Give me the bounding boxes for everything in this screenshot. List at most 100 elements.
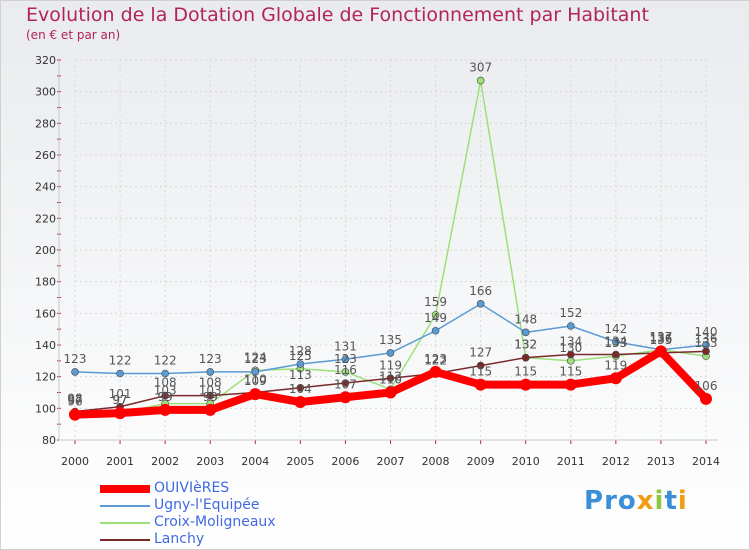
data-label: 307 [469, 61, 492, 75]
data-label: 148 [514, 312, 537, 326]
data-label: 166 [469, 284, 492, 298]
data-label: 108 [154, 376, 177, 390]
data-point [114, 407, 127, 420]
data-label: 103 [199, 384, 222, 398]
data-label: 133 [604, 336, 627, 350]
data-label: 99 [203, 390, 218, 404]
data-label: 122 [109, 354, 132, 368]
data-label: 132 [514, 338, 537, 352]
data-label: 134 [604, 335, 627, 349]
data-label: 140 [695, 325, 718, 339]
data-label: 131 [334, 339, 357, 353]
y-tick-label: 160 [35, 307, 56, 320]
logo-letter: r [604, 486, 618, 516]
legend-label-croix-moligneaux: Croix-Moligneaux [154, 514, 276, 530]
data-label: 135 [649, 333, 672, 347]
data-label: 142 [604, 322, 627, 336]
data-point [519, 378, 532, 391]
data-point [654, 345, 667, 358]
data-point [251, 368, 260, 376]
logo-letter: o [617, 486, 637, 516]
data-point [564, 378, 577, 391]
x-tick-label: 2013 [647, 455, 675, 468]
x-tick-label: 2014 [692, 455, 720, 468]
data-label: 125 [289, 349, 312, 363]
data-point [702, 347, 710, 356]
data-label: 109 [244, 374, 267, 388]
chart-subtitle: (en € et par an) [26, 28, 121, 42]
data-label: 110 [379, 373, 402, 387]
data-point [476, 361, 485, 370]
data-label: 123 [334, 352, 357, 366]
data-label: 119 [379, 358, 402, 372]
data-point [476, 76, 485, 85]
data-label: 159 [424, 295, 447, 309]
logo-letter: t [664, 486, 678, 516]
data-label: 96 [67, 395, 82, 409]
y-tick-label: 300 [35, 86, 56, 99]
data-label: 97 [112, 393, 127, 407]
data-point [206, 368, 215, 376]
data-label: 98 [67, 392, 82, 406]
data-label: 123 [199, 352, 222, 366]
line-chart: 80 100 120 140 160 180 200 220 240 260 280 300 320 20… [35, 54, 720, 468]
y-tick-label: 320 [35, 54, 56, 67]
data-label: 124 [244, 350, 267, 364]
x-tick-label: 2002 [151, 455, 179, 468]
data-label: 115 [559, 365, 582, 379]
x-tick-label: 2011 [557, 455, 585, 468]
data-point [249, 388, 262, 401]
data-label: 115 [514, 365, 537, 379]
y-tick-label: 120 [35, 371, 56, 384]
data-label: 137 [649, 330, 672, 344]
data-label: 123 [424, 352, 447, 366]
data-label: 127 [469, 346, 492, 360]
data-point [386, 349, 395, 357]
data-point [159, 403, 172, 416]
data-label: 130 [559, 341, 582, 355]
chart-title: Evolution de la Dotation Globale de Fonc… [26, 4, 649, 26]
data-label: 97 [67, 393, 82, 407]
data-label: 136 [649, 331, 672, 345]
x-tick-label: 2000 [61, 455, 89, 468]
data-label: 128 [289, 344, 312, 358]
data-point [612, 338, 620, 346]
data-label: 123 [244, 352, 267, 366]
data-label: 97 [112, 393, 127, 407]
data-point [116, 369, 124, 378]
data-point [700, 392, 712, 405]
y-tick-label: 220 [35, 212, 56, 225]
data-label: 132 [514, 338, 537, 352]
data-point [609, 372, 622, 385]
data-point [294, 396, 307, 408]
data-point [296, 360, 305, 368]
data-label: 122 [154, 354, 177, 368]
logo-letter: i [654, 486, 665, 516]
data-label: 122 [424, 354, 447, 368]
x-tick-label: 2005 [286, 455, 314, 468]
legend-label-ouivieres: OUIVIèRES [154, 480, 230, 496]
data-label: 133 [695, 336, 718, 350]
legend-swatch-ugny [100, 505, 150, 507]
data-label: 134 [559, 335, 582, 349]
data-point [341, 379, 350, 387]
data-point [296, 383, 305, 392]
y-tick-label: 80 [42, 434, 56, 447]
data-label: 135 [379, 333, 402, 347]
data-point [204, 403, 217, 416]
data-label: 108 [199, 376, 222, 390]
data-label: 149 [424, 311, 447, 325]
data-label: 116 [334, 363, 357, 377]
data-label: 123 [64, 352, 87, 366]
data-point [476, 300, 485, 308]
data-point [161, 391, 169, 400]
data-point [474, 378, 487, 391]
y-tick-label: 100 [35, 402, 56, 415]
data-point [71, 368, 79, 376]
legend-label-ugny: Ugny-l'Equipée [154, 497, 260, 513]
data-point [521, 353, 530, 362]
y-tick-label: 180 [35, 276, 56, 289]
data-label: 115 [469, 365, 492, 379]
data-point [521, 328, 530, 337]
y-tick-label: 240 [35, 181, 56, 194]
